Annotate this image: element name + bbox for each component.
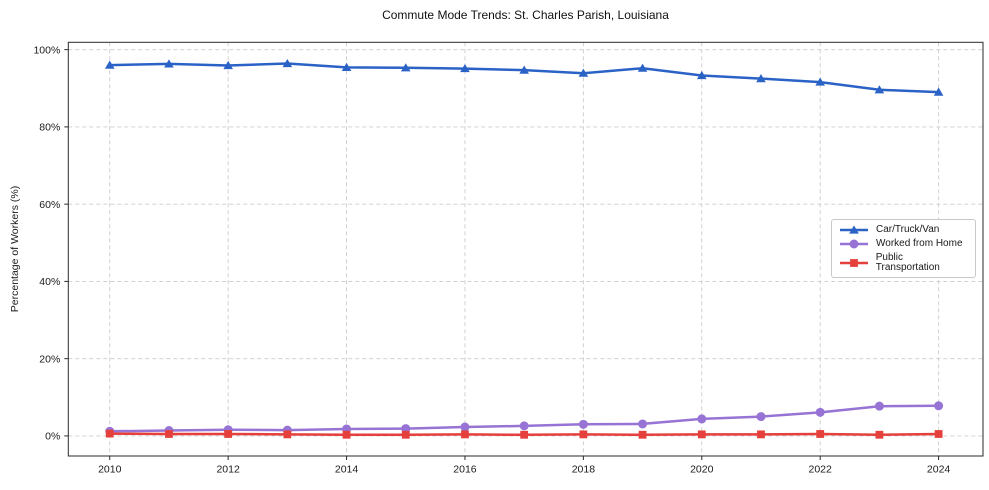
data-point-car-truck-van <box>104 60 115 69</box>
data-point-car-truck-van <box>815 77 825 86</box>
data-point-public-transportation <box>105 429 114 438</box>
data-point-car-truck-van <box>933 87 944 96</box>
data-point-public-transportation <box>224 430 233 438</box>
x-tick-label: 2022 <box>809 464 833 476</box>
data-point-worked-from-home <box>697 414 707 424</box>
data-point-public-transportation <box>638 430 647 439</box>
triangle-marker-icon <box>840 225 868 234</box>
data-point-worked-from-home <box>815 407 825 417</box>
data-point-worked-from-home <box>756 412 766 422</box>
chart-title: Commute Mode Trends: St. Charles Parish,… <box>382 8 669 22</box>
data-point-car-truck-van <box>223 60 233 70</box>
data-point-car-truck-van <box>341 62 352 72</box>
data-point-worked-from-home <box>638 419 648 429</box>
y-tick-label: 100% <box>33 44 60 56</box>
data-point-car-truck-van <box>756 74 766 83</box>
x-tick-label: 2014 <box>335 464 359 476</box>
data-point-car-truck-van <box>519 65 529 74</box>
data-point-car-truck-van <box>460 63 470 73</box>
plot-frame <box>67 41 984 457</box>
y-tick-label: 40% <box>39 276 60 288</box>
data-point-public-transportation <box>757 430 765 439</box>
legend-label: Car/Truck/Van <box>876 224 940 236</box>
y-tick-label: 60% <box>39 199 60 211</box>
square-marker-icon <box>840 258 868 267</box>
x-tick-label: 2024 <box>927 464 951 476</box>
data-point-car-truck-van <box>578 68 589 77</box>
x-tick-label: 2010 <box>98 464 122 476</box>
data-point-car-truck-van <box>637 63 648 72</box>
x-tick-label: 2020 <box>690 464 714 476</box>
data-point-public-transportation <box>520 430 529 439</box>
x-tick-label: 2012 <box>216 464 240 476</box>
data-point-worked-from-home <box>934 401 944 411</box>
data-point-public-transportation <box>342 430 351 439</box>
data-point-car-truck-van <box>164 59 174 68</box>
legend-label: Public Transportation <box>875 251 940 273</box>
data-point-worked-from-home <box>401 424 411 434</box>
legend-item: Car/Truck/Van <box>839 224 969 236</box>
circle-marker-icon <box>840 239 868 249</box>
data-point-worked-from-home <box>874 401 884 411</box>
data-point-public-transportation <box>579 430 588 439</box>
data-point-public-transportation <box>401 430 410 439</box>
data-point-public-transportation <box>283 430 292 439</box>
data-point-public-transportation <box>816 430 825 438</box>
data-point-worked-from-home <box>460 422 470 432</box>
data-point-public-transportation <box>875 430 884 439</box>
x-tick-label: 2018 <box>572 464 596 476</box>
legend: Car/Truck/Van Worked from Home Public Tran… <box>831 219 976 278</box>
x-tick-label: 2016 <box>453 464 477 476</box>
y-tick-label: 0% <box>45 431 60 443</box>
data-point-worked-from-home <box>519 421 529 431</box>
data-point-car-truck-van <box>874 85 885 94</box>
data-point-car-truck-van <box>282 58 293 68</box>
data-point-car-truck-van <box>400 63 411 72</box>
data-point-car-truck-van <box>696 70 707 80</box>
y-tick-label: 20% <box>39 353 60 365</box>
data-point-public-transportation <box>934 430 943 438</box>
data-point-public-transportation <box>165 430 173 438</box>
legend-item: Public Transportation <box>839 251 969 273</box>
legend-item: Worked from Home <box>839 238 969 250</box>
legend-label: Worked from Home <box>876 238 963 250</box>
data-point-public-transportation <box>461 430 469 439</box>
data-point-worked-from-home <box>578 419 588 429</box>
y-tick-label: 80% <box>39 122 60 134</box>
data-point-public-transportation <box>697 430 706 439</box>
